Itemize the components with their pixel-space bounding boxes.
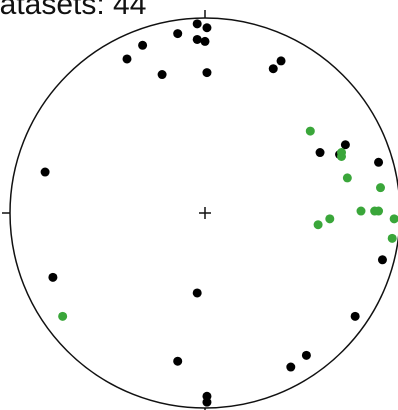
point — [340, 140, 350, 150]
point — [315, 148, 325, 158]
point — [58, 311, 68, 321]
point — [200, 36, 210, 46]
point — [374, 157, 384, 167]
point — [138, 40, 148, 50]
point — [301, 350, 311, 360]
point — [268, 64, 278, 74]
point — [173, 29, 183, 39]
point — [356, 206, 366, 216]
point — [276, 56, 286, 66]
point — [157, 70, 167, 80]
net-ticks — [2, 10, 211, 410]
point — [40, 167, 50, 177]
point — [286, 362, 296, 372]
point — [192, 34, 202, 44]
point — [387, 233, 397, 243]
point — [337, 151, 346, 161]
point — [377, 255, 387, 265]
point — [342, 173, 352, 183]
point — [376, 183, 385, 193]
point — [192, 19, 202, 29]
point — [202, 68, 212, 78]
point — [374, 206, 384, 216]
point — [173, 356, 183, 366]
point — [202, 397, 212, 407]
point — [305, 126, 315, 136]
point — [202, 23, 212, 33]
point — [389, 214, 398, 224]
point — [122, 54, 132, 64]
chart-title: Datasets: 44 — [0, 0, 146, 21]
point — [192, 288, 202, 298]
point — [350, 311, 360, 321]
point — [313, 220, 323, 230]
point — [325, 214, 335, 224]
point — [48, 272, 58, 282]
